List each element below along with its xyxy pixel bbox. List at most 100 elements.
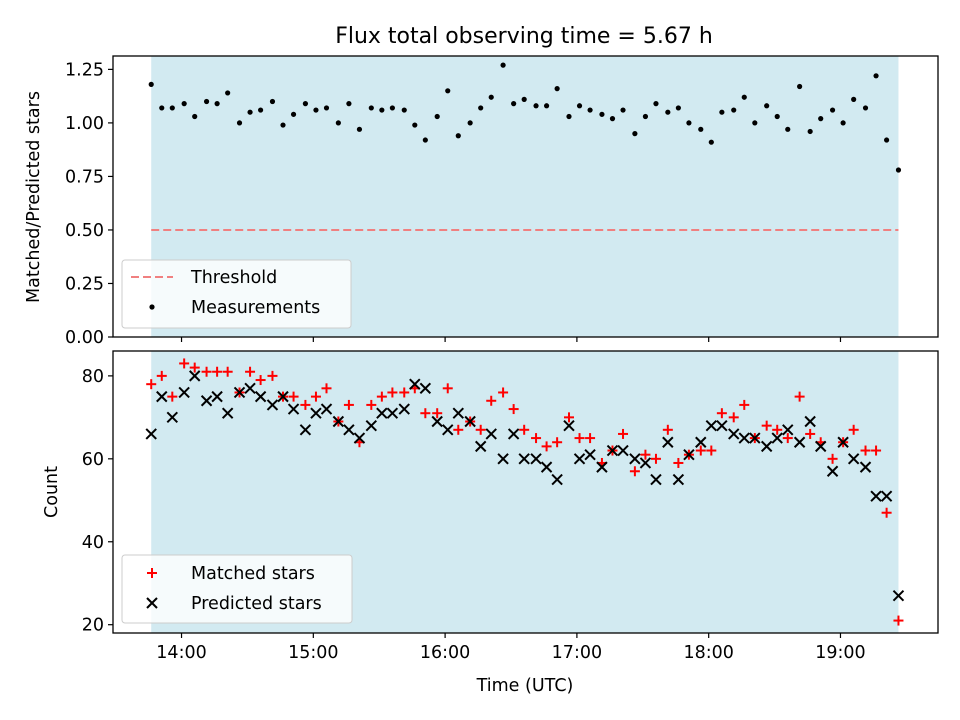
matched-star-point xyxy=(761,420,772,431)
measurement-point xyxy=(521,96,527,102)
measurement-point xyxy=(840,120,846,126)
measurement-point xyxy=(455,133,461,139)
bottom-xtick-label: 16:00 xyxy=(420,643,470,663)
matched-star-point xyxy=(167,391,178,402)
measurement-point xyxy=(851,96,857,102)
predicted-star-point xyxy=(760,440,773,453)
measurement-point xyxy=(675,105,681,111)
measurement-point xyxy=(785,126,791,132)
measurement-point xyxy=(818,116,824,122)
measurement-point xyxy=(620,107,626,113)
predicted-star-point xyxy=(398,403,410,415)
predicted-star-point xyxy=(639,457,652,469)
bottom-panel: Count Time (UTC) 20 40 60 80 14:00 15:00 16:0… xyxy=(42,350,939,696)
measurement-point xyxy=(335,120,341,126)
bottom-ytick-label: 60 xyxy=(82,450,104,470)
predicted-star-point xyxy=(847,453,860,465)
measurement-point xyxy=(686,120,692,126)
measurement-point xyxy=(774,113,780,120)
predicted-star-point xyxy=(332,415,345,428)
predicted-star-point xyxy=(606,444,619,457)
matched-star-point xyxy=(288,391,299,402)
matched-star-point xyxy=(376,391,387,402)
measurement-point xyxy=(467,120,473,126)
measurement-point xyxy=(356,126,363,132)
measurement-point xyxy=(389,105,395,111)
matched-star-point xyxy=(310,391,321,402)
bottom-legend: Matched stars Predicted stars xyxy=(121,554,353,624)
predicted-star-point xyxy=(431,415,443,428)
measurement-point xyxy=(511,101,517,107)
bottom-xtick-label: 17:00 xyxy=(552,643,602,663)
measurement-point xyxy=(434,113,440,120)
predicted-star-point xyxy=(310,407,322,419)
top-measurement-points xyxy=(148,62,902,173)
measurement-point xyxy=(478,105,484,111)
measurement-point xyxy=(576,103,583,109)
matched-star-point xyxy=(805,428,816,439)
predicted-star-point xyxy=(474,440,487,453)
predicted-star-point xyxy=(540,461,553,473)
predicted-star-point xyxy=(244,382,256,395)
threshold-legend-label: Threshold xyxy=(190,268,277,288)
bottom-ytick-label: 20 xyxy=(82,616,104,636)
predicted-star-point xyxy=(376,407,388,419)
matched-star-point xyxy=(574,433,585,444)
measurement-point xyxy=(698,126,704,132)
matched-star-point xyxy=(519,424,530,435)
bottom-panel-ylabel: Count xyxy=(42,466,62,518)
measurement-point xyxy=(148,81,154,87)
matched-star-point xyxy=(156,370,167,381)
predicted-star-point xyxy=(320,403,333,415)
predicted-star-point xyxy=(584,448,596,461)
measurement-point xyxy=(632,131,638,137)
measurement-point xyxy=(708,139,714,145)
matched-star-point xyxy=(782,433,793,444)
matched-star-point xyxy=(486,395,497,406)
predicted-star-point xyxy=(826,465,839,477)
matched-star-point xyxy=(453,424,464,435)
matched-star-point xyxy=(640,449,651,460)
matched-star-point xyxy=(189,362,200,373)
predicted-star-point xyxy=(464,415,476,428)
top-panel-ylabel: Matched/Predicted stars xyxy=(24,91,44,303)
matched-star-point xyxy=(848,424,859,435)
predicted-star-point xyxy=(573,453,586,465)
predicted-star-point xyxy=(530,453,542,465)
matched-star-point xyxy=(739,399,750,410)
measurement-point xyxy=(752,120,758,126)
top-y-ticks: 0.00 0.25 0.50 0.75 1.00 1.25 xyxy=(65,60,113,348)
measurement-point xyxy=(533,103,539,109)
measurement-point xyxy=(181,101,187,107)
measurement-point xyxy=(873,73,879,79)
measurement-point xyxy=(214,101,220,107)
measurement-point xyxy=(731,107,737,113)
measurement-point xyxy=(884,137,890,143)
measurement-point xyxy=(379,107,385,113)
predicted-star-point xyxy=(156,390,168,403)
top-ytick-label: 0.75 xyxy=(65,167,104,187)
predicted-star-point xyxy=(211,390,223,403)
measurement-point xyxy=(642,113,649,120)
measurements-legend-label: Measurements xyxy=(191,298,320,318)
matched-star-point xyxy=(772,424,783,435)
measurement-point xyxy=(829,107,836,113)
predicted-star-point xyxy=(782,424,794,436)
predicted-star-point xyxy=(870,490,882,502)
matched-stars-legend-label: Matched stars xyxy=(191,564,315,584)
matched-star-point xyxy=(222,366,233,377)
predicted-star-point xyxy=(386,407,399,419)
matched-star-point xyxy=(552,437,563,448)
predicted-star-point xyxy=(793,436,806,448)
measurement-point xyxy=(719,109,725,115)
top-ytick-label: 0.50 xyxy=(65,221,104,241)
top-x-ticks xyxy=(180,337,842,342)
predicted-star-point xyxy=(452,407,464,419)
predicted-star-point xyxy=(738,432,750,444)
predicted-star-point xyxy=(695,436,707,448)
predicted-star-point xyxy=(880,490,893,502)
predicted-star-point xyxy=(815,440,827,453)
predicted-star-point xyxy=(804,415,816,428)
bottom-axes-frame xyxy=(112,350,939,634)
